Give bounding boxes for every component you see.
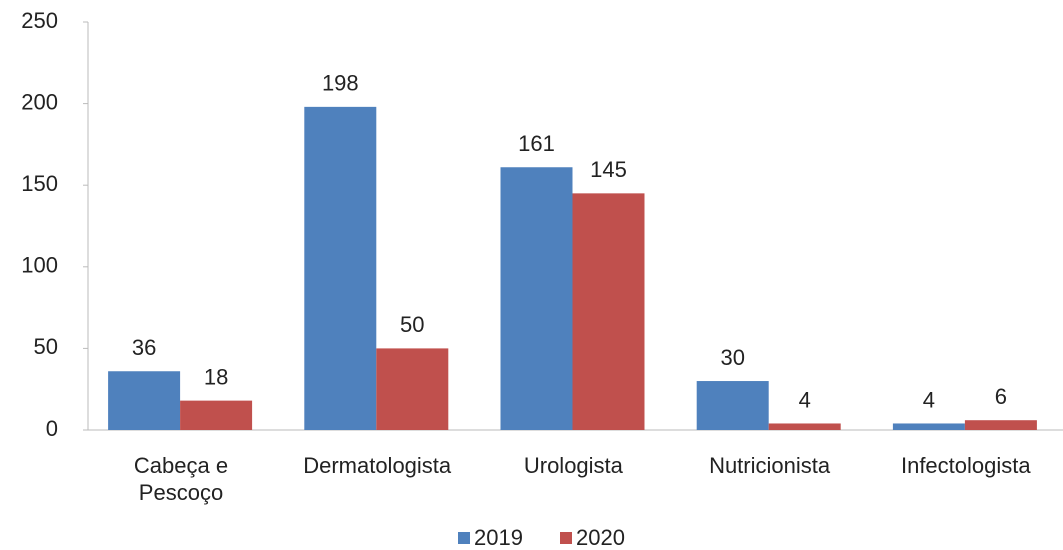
value-label: 145 <box>590 157 627 182</box>
x-tick-label: Cabeça e Pescoço <box>133 453 229 505</box>
bar <box>376 348 449 430</box>
value-label: 4 <box>799 387 811 412</box>
bar <box>572 193 645 430</box>
value-label: 50 <box>400 312 424 337</box>
bar <box>696 381 769 430</box>
x-tick-label: Nutricionista <box>709 453 831 478</box>
bar <box>892 423 965 430</box>
y-tick-label: 50 <box>34 334 58 359</box>
legend-label: 2020 <box>576 525 625 550</box>
x-tick-label: Infectologista <box>900 453 1031 478</box>
y-tick-label: 250 <box>21 8 58 33</box>
value-label: 198 <box>322 71 359 96</box>
y-tick-label: 150 <box>21 171 58 196</box>
bar <box>964 420 1037 430</box>
value-label: 30 <box>720 345 744 370</box>
bar <box>768 423 841 430</box>
x-tick-label: Dermatologista <box>303 453 452 478</box>
value-label: 6 <box>995 384 1007 409</box>
bar <box>108 371 181 430</box>
y-tick-label: 100 <box>21 253 58 278</box>
y-tick-label: 200 <box>21 89 58 114</box>
legend-swatch <box>560 532 572 544</box>
legend-swatch <box>458 532 470 544</box>
y-tick-label: 0 <box>46 416 58 441</box>
value-label: 36 <box>132 335 156 360</box>
value-label: 4 <box>923 387 935 412</box>
value-label: 161 <box>518 131 555 156</box>
value-label: 18 <box>204 364 228 389</box>
x-tick-label: Urologista <box>523 453 623 478</box>
bar <box>304 106 377 430</box>
legend-label: 2019 <box>474 525 523 550</box>
bar <box>500 167 573 431</box>
bar <box>180 400 253 430</box>
